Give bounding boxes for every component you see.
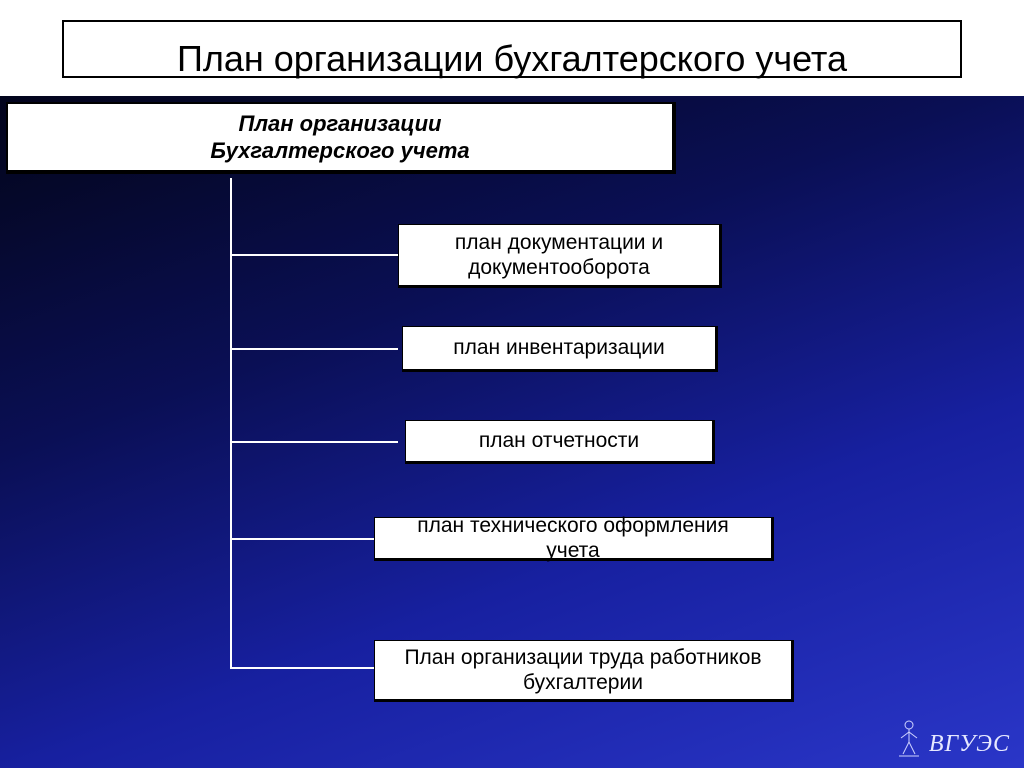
- connector-vertical: [230, 254, 232, 348]
- diagram-item: план документации и документооборота: [398, 224, 722, 288]
- logo-figure-icon: [895, 718, 923, 758]
- diagram-body: план документации и документооборота план…: [0, 0, 1024, 768]
- connector-horizontal: [230, 538, 398, 540]
- diagram-item: план отчетности: [405, 420, 715, 464]
- connector-vertical: [230, 538, 232, 667]
- diagram-item-label: план технического оформления учета: [389, 513, 757, 563]
- diagram-item-label: План организации труда работников бухгал…: [389, 645, 777, 695]
- logo: ВГУЭС: [895, 718, 1010, 758]
- logo-text: ВГУЭС: [929, 731, 1010, 758]
- connector-vertical: [230, 441, 232, 538]
- connector-vertical: [230, 348, 232, 441]
- diagram-item: План организации труда работников бухгал…: [374, 640, 794, 702]
- slide: План организации бухгалтерского учета Пл…: [0, 0, 1024, 768]
- diagram-item-label: план документации и документооборота: [413, 230, 705, 280]
- connector-horizontal: [230, 667, 398, 669]
- diagram-item: план технического оформления учета: [374, 517, 774, 561]
- diagram-item-label: план отчетности: [479, 428, 639, 453]
- connector-horizontal: [230, 254, 398, 256]
- diagram-item-label: план инвентаризации: [453, 335, 665, 360]
- connector-horizontal: [230, 441, 398, 443]
- connector-horizontal: [230, 348, 398, 350]
- connector-vertical: [230, 178, 232, 254]
- diagram-item: план инвентаризации: [402, 326, 718, 372]
